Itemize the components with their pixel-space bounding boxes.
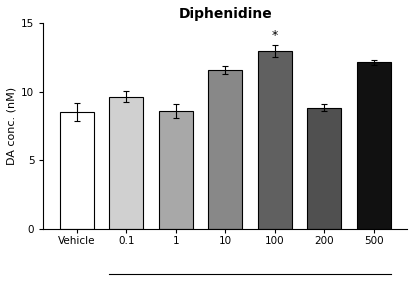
Bar [306,108,340,229]
Bar [109,97,143,229]
Bar [159,111,192,229]
Title: Diphenidine: Diphenidine [178,7,271,21]
Bar [60,112,93,229]
Text: *: * [271,29,277,42]
Bar [356,63,389,229]
Bar [257,51,291,229]
Bar [208,70,242,229]
Y-axis label: DA conc. (nM): DA conc. (nM) [7,87,17,165]
